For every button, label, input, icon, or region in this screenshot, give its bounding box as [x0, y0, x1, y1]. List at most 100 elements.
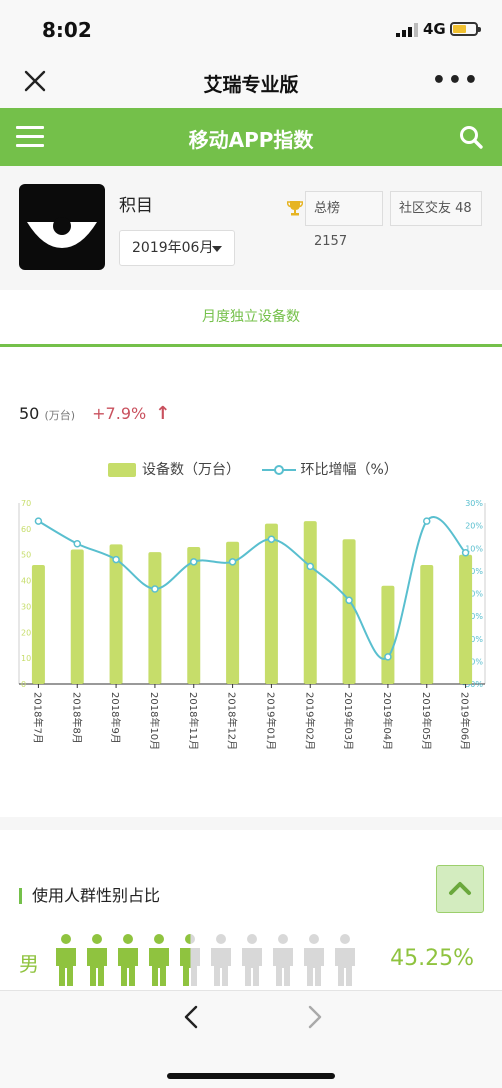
metric-tabs: 月度独立设备数 [0, 290, 502, 347]
y-right-tick-label: 10% [465, 544, 483, 553]
x-tick-label: 2018年7月 [31, 692, 44, 744]
x-tick-label: 2018年8月 [70, 692, 83, 744]
person-icon [118, 934, 138, 986]
chart-bar [264, 523, 278, 684]
chart-bar [459, 554, 473, 684]
series-line [37, 516, 467, 660]
x-tick-label: 2018年12月 [226, 692, 239, 750]
month-select[interactable]: 2019年06月 [119, 230, 235, 266]
menu-icon[interactable] [16, 126, 44, 148]
line-swatch-icon [262, 465, 297, 475]
line-point [73, 539, 81, 548]
line-point [228, 558, 237, 566]
y-left-tick-label: 70 [21, 499, 31, 508]
line-point [384, 653, 392, 661]
y-left-tick-label: 30 [21, 602, 31, 611]
y-left-tick-label: 50 [21, 551, 31, 560]
line-point [112, 555, 120, 564]
y-right-tick-label: -10% [462, 590, 483, 599]
x-tick-label: 2018年9月 [109, 692, 122, 744]
x-tick-label: 2018年10月 [148, 692, 161, 750]
chart-card: 50 (万台) +7.9% ↑ 设备数（万台） 环比增幅（%） 0 10 20 30 4… [0, 347, 502, 817]
gender-label: 男 [19, 952, 39, 976]
network-label: 4G [423, 20, 446, 38]
signal-icon [396, 23, 418, 37]
x-tick-label: 2018年11月 [187, 692, 200, 750]
y-right-tick-label: 30% [465, 499, 483, 508]
person-icon [242, 934, 262, 986]
chart-bar [70, 549, 84, 684]
line-point [345, 596, 353, 605]
chart-bar [187, 546, 201, 684]
chevron-right-icon[interactable] [302, 1003, 326, 1031]
chart-bar [303, 521, 317, 684]
app-logo [19, 184, 105, 270]
line-point [267, 535, 276, 543]
y-right-tick-label: 20% [465, 522, 483, 531]
y-right-tick-label: -50% [462, 680, 483, 689]
y-right-tick-label: -40% [462, 657, 483, 666]
person-icon [304, 934, 324, 986]
more-icon[interactable]: ••• [431, 68, 480, 93]
line-point [34, 517, 43, 525]
search-icon[interactable] [458, 124, 484, 150]
home-indicator [167, 1073, 335, 1079]
legend-bar[interactable]: 设备数（万台） [108, 459, 240, 479]
status-bar: 8:02 4G [0, 0, 502, 58]
line-point [461, 549, 470, 557]
battery-icon [450, 22, 481, 36]
device-chart: 0 10 20 30 40 50 60 70 -50% -40% -30% -20% -10% 0% 10%… [18, 499, 486, 750]
y-left-tick-label: 10 [21, 654, 31, 663]
rank-total-badge[interactable]: 总榜 2157 [305, 191, 383, 249]
summary-unit: (万台) [44, 409, 76, 422]
line-point [306, 562, 314, 571]
y-left-tick-label: 60 [21, 525, 31, 534]
y-left-tick-label: 0 [21, 680, 26, 689]
month-select-value: 2019年06月 [132, 240, 214, 256]
tab-monthly-devices[interactable]: 月度独立设备数 [202, 309, 300, 325]
line-point [190, 558, 198, 566]
app-info: 积目 2019年06月 总榜 2157 社区交友 48 [0, 166, 502, 290]
rank-category-badge[interactable]: 社区交友 48 [390, 191, 482, 226]
caret-down-icon [212, 246, 222, 252]
summary-value: 50 [19, 404, 40, 423]
line-point [423, 517, 431, 525]
y-right-tick-label: 0% [470, 567, 483, 576]
arrow-up-icon: ↑ [155, 403, 171, 424]
page-header: 移动APP指数 [0, 108, 502, 166]
person-icon [56, 934, 76, 986]
x-tick-label: 2019年06月 [459, 692, 472, 750]
gender-percent: 45.25% [390, 946, 474, 971]
close-icon[interactable] [22, 68, 48, 94]
y-left-tick-label: 20 [21, 628, 31, 637]
status-time: 8:02 [42, 18, 92, 42]
browser-toolbar [0, 990, 502, 1088]
legend-line-label: 环比增幅（%） [300, 462, 398, 478]
person-icon [273, 934, 293, 986]
y-left-tick-label: 40 [21, 577, 31, 586]
x-tick-label: 2019年04月 [381, 692, 394, 750]
page-title: 移动APP指数 [188, 128, 314, 152]
chart-bar [109, 544, 123, 684]
chart-bar [381, 585, 395, 684]
browser-navbar: 艾瑞专业版 ••• [0, 58, 502, 108]
person-icon [211, 934, 231, 986]
chart-bar [420, 565, 434, 684]
scroll-top-button[interactable] [436, 865, 484, 913]
person-icon [335, 934, 355, 986]
person-icon [180, 934, 200, 986]
x-tick-label: 2019年05月 [420, 692, 433, 750]
x-tick-label: 2019年02月 [303, 692, 316, 750]
person-icon [87, 934, 107, 986]
chart-legend: 设备数（万台） 环比增幅（%） [108, 459, 416, 479]
bar-swatch-icon [108, 463, 136, 477]
legend-bar-label: 设备数（万台） [142, 462, 240, 478]
y-right-tick-label: -20% [462, 612, 483, 621]
legend-line[interactable]: 环比增幅（%） [262, 459, 398, 479]
summary-stat: 50 (万台) +7.9% ↑ [19, 403, 170, 424]
gender-section: 使用人群性别占比 男 45.25% [0, 830, 502, 990]
chart-bar [342, 539, 356, 684]
chevron-left-icon[interactable] [180, 1003, 204, 1031]
chart-bar [226, 541, 240, 684]
chart-bar [148, 552, 162, 684]
